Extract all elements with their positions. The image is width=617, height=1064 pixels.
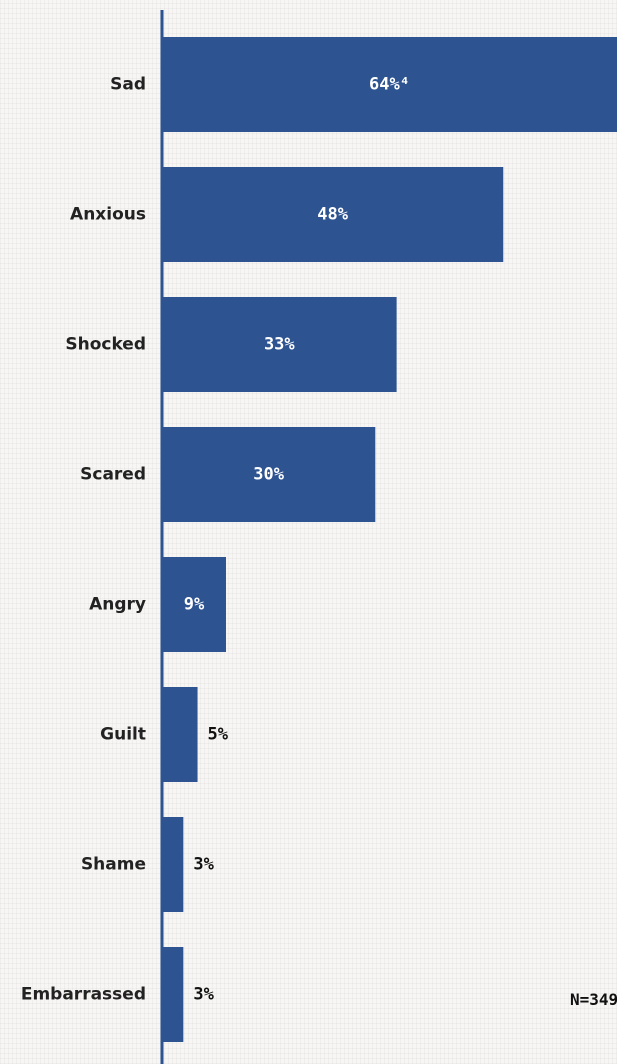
category-label-embarrassed: Embarrassed [21, 985, 146, 1005]
value-label-embarrassed: 3% [193, 985, 214, 1005]
value-labels-group: 64%⁴ 48% 33% 30% 9% 5% 3% 3% [184, 75, 410, 1005]
category-label-anxious: Anxious [70, 205, 146, 225]
category-label-angry: Angry [89, 595, 146, 615]
category-labels-group: Sad Anxious Shocked Scared Angry Guilt Shame Em… [21, 75, 146, 1005]
value-label-shocked: 33% [264, 335, 295, 355]
value-label-angry: 9% [184, 595, 205, 615]
category-label-shame: Shame [81, 855, 146, 875]
bar-sad [162, 37, 617, 132]
bar-embarrassed [162, 947, 184, 1042]
bar-guilt [162, 687, 198, 782]
bar-angry [162, 557, 226, 652]
sample-size-note: N=349 [570, 990, 617, 1009]
category-label-shocked: Shocked [65, 335, 146, 355]
value-label-shame: 3% [193, 855, 214, 875]
value-label-anxious: 48% [317, 205, 348, 225]
bar-scared [162, 427, 376, 522]
bar-shocked [162, 297, 397, 392]
bars-group [162, 37, 617, 1042]
category-label-sad: Sad [110, 75, 146, 95]
category-label-guilt: Guilt [100, 725, 146, 745]
bar-shame [162, 817, 184, 912]
category-label-scared: Scared [80, 465, 146, 485]
bar-anxious [162, 167, 504, 262]
value-label-guilt: 5% [208, 725, 229, 745]
value-label-sad: 64%⁴ [369, 75, 410, 95]
value-label-scared: 30% [253, 465, 284, 485]
